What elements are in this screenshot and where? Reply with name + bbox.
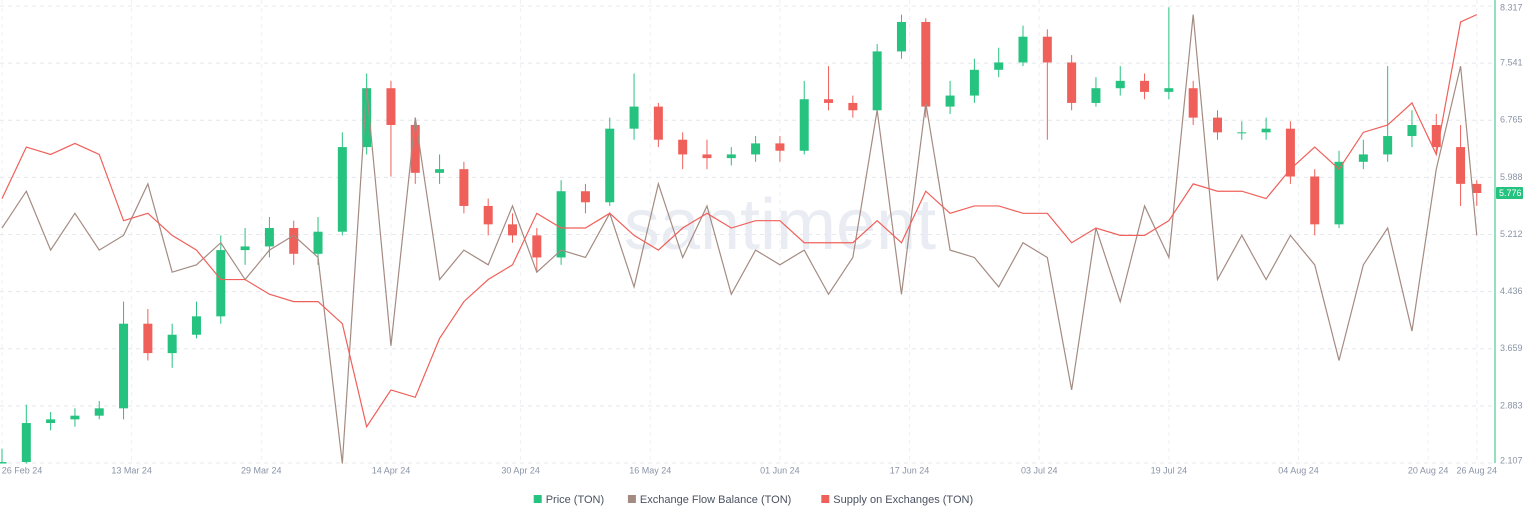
candle-body — [848, 102, 858, 111]
candle-body — [94, 408, 104, 416]
candle-body — [1285, 128, 1295, 177]
candle-body — [1334, 161, 1344, 225]
x-tick-label: 13 Mar 24 — [111, 465, 152, 475]
candle-body — [508, 224, 518, 236]
candle-body — [70, 415, 80, 420]
legend-swatch — [627, 495, 636, 503]
candle-body — [1091, 88, 1101, 103]
legend-label: Price (TON) — [546, 494, 604, 506]
candle-body — [605, 128, 615, 203]
candle-body — [896, 21, 906, 52]
candle-body — [629, 106, 639, 129]
y-tick-label: 4.436 — [1500, 286, 1523, 296]
candle-body — [702, 154, 712, 159]
candle-body — [969, 69, 979, 96]
x-tick-label: 30 Apr 24 — [501, 465, 540, 475]
candle-body — [945, 95, 955, 107]
candle-body — [1042, 36, 1052, 63]
x-tick-label: 14 Apr 24 — [372, 465, 411, 475]
y-tick-label: 2.883 — [1500, 400, 1523, 410]
candle-body — [435, 169, 445, 173]
y-tick-label: 2.107 — [1500, 455, 1523, 465]
candle-body — [824, 99, 834, 103]
y-tick-label: 6.765 — [1500, 115, 1523, 125]
x-tick-label: 01 Jun 24 — [760, 465, 800, 475]
legend-label: Exchange Flow Balance (TON) — [640, 494, 791, 506]
y-tick-label: 7.541 — [1500, 57, 1523, 67]
x-tick-label: 26 Feb 24 — [2, 465, 43, 475]
legend-label: Supply on Exchanges (TON) — [833, 494, 973, 506]
candle-body — [0, 462, 7, 464]
x-tick-label: 17 Jun 24 — [890, 465, 930, 475]
y-tick-label: 5.212 — [1500, 229, 1523, 239]
current-value-badge — [1496, 186, 1523, 199]
candle-body — [532, 235, 542, 258]
candle-body — [240, 246, 250, 251]
candle-body — [653, 106, 663, 140]
y-tick-label: 5.988 — [1500, 172, 1523, 182]
candle-body — [21, 423, 31, 463]
x-tick-label: 04 Aug 24 — [1278, 465, 1319, 475]
candle-body — [1140, 80, 1150, 92]
candle-body — [143, 323, 153, 354]
candle-body — [921, 21, 931, 107]
candle-body — [459, 169, 469, 206]
candle-body — [46, 419, 56, 424]
candle-body — [167, 334, 177, 354]
candle-body — [678, 139, 688, 155]
candle-body — [1358, 154, 1368, 162]
candle-body — [994, 62, 1004, 70]
line — [1, 14, 1478, 429]
candle-body — [580, 191, 590, 203]
candle-body — [264, 228, 274, 247]
y-tick-label: 3.659 — [1500, 343, 1523, 353]
y-tick-label: 8.317 — [1500, 2, 1523, 12]
candle-body — [1431, 124, 1441, 148]
candle-body — [410, 124, 420, 173]
x-tick-label: 16 May 24 — [629, 465, 671, 475]
candle-body — [1188, 88, 1198, 118]
candle-body — [1018, 36, 1028, 63]
candle-body — [337, 147, 347, 232]
legend: Price (TON) Exchange Flow Balance (TON) Su… — [533, 494, 973, 506]
current-value-label: 5.776 — [1499, 188, 1522, 198]
candle-body — [1383, 136, 1393, 155]
candle-body — [1407, 124, 1417, 137]
candle-body — [119, 323, 129, 409]
candle-body — [556, 191, 566, 258]
candle-body — [386, 88, 396, 125]
candle-body — [1456, 147, 1466, 184]
candle-body — [1261, 128, 1271, 133]
candle-body — [1164, 88, 1174, 92]
x-tick-label: 20 Aug 24 — [1408, 465, 1449, 475]
x-tick-label: 29 Mar 24 — [241, 465, 282, 475]
candle-body — [775, 143, 785, 151]
candle-body — [216, 250, 226, 317]
candle-body — [1212, 117, 1222, 133]
candle-body — [1237, 132, 1247, 134]
candle-body — [289, 228, 299, 254]
candle-body — [872, 51, 882, 111]
candle-body — [483, 205, 493, 225]
candle-body — [726, 154, 736, 159]
candle-body — [1310, 176, 1320, 225]
x-tick-label: 26 Aug 24 — [1457, 465, 1498, 475]
candle-body — [1472, 183, 1482, 193]
candle-body — [1067, 62, 1077, 103]
line — [1, 14, 1478, 464]
candle-body — [191, 316, 201, 335]
candle-body — [751, 143, 761, 155]
candle-body — [362, 88, 372, 148]
candle-body — [313, 231, 323, 254]
x-tick-label: 19 Jul 24 — [1151, 465, 1188, 475]
candle-body — [1115, 80, 1125, 89]
candle-body — [799, 99, 809, 151]
x-tick-label: 03 Jul 24 — [1021, 465, 1058, 475]
legend-swatch — [821, 495, 830, 503]
legend-swatch — [533, 495, 542, 503]
